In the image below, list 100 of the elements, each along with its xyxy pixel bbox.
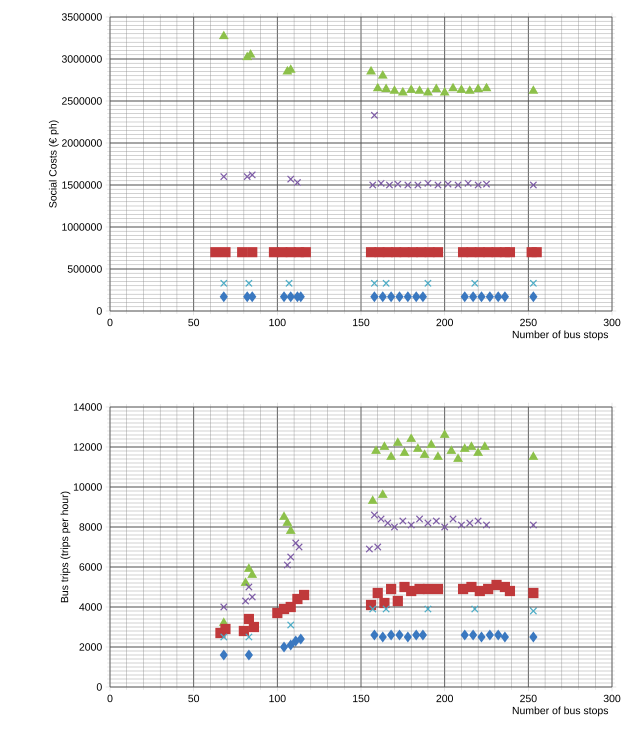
x-axis-title: Number of bus stops bbox=[512, 706, 608, 716]
point bbox=[528, 452, 538, 460]
y-tick-label: 1500000 bbox=[62, 181, 102, 189]
x-tick-label: 200 bbox=[436, 694, 453, 702]
point bbox=[420, 450, 430, 458]
point bbox=[286, 526, 296, 534]
point bbox=[528, 588, 538, 598]
point bbox=[248, 570, 257, 578]
point bbox=[286, 621, 294, 629]
point bbox=[220, 247, 231, 258]
point bbox=[396, 292, 404, 302]
point bbox=[382, 605, 390, 613]
point bbox=[474, 448, 483, 456]
point bbox=[378, 632, 387, 642]
point bbox=[372, 446, 381, 454]
point bbox=[210, 247, 221, 258]
y-tick-label: 0 bbox=[96, 307, 102, 315]
x-tick-label: 250 bbox=[520, 318, 537, 326]
x-axis-title: Number of bus stops bbox=[512, 330, 608, 340]
y-axis-title: Social Costs (€ ph) bbox=[48, 120, 59, 208]
point bbox=[460, 444, 470, 452]
point bbox=[440, 87, 450, 96]
point bbox=[404, 181, 412, 189]
point bbox=[500, 292, 509, 302]
point bbox=[454, 454, 463, 462]
point bbox=[444, 180, 452, 188]
point bbox=[220, 624, 231, 634]
y-tick-label: 10000 bbox=[74, 483, 102, 491]
point bbox=[532, 247, 542, 258]
point bbox=[292, 539, 300, 547]
point bbox=[387, 292, 396, 302]
point bbox=[424, 279, 432, 288]
point bbox=[440, 523, 448, 531]
point bbox=[286, 640, 295, 650]
point bbox=[378, 490, 388, 498]
point bbox=[423, 87, 432, 96]
point bbox=[529, 632, 538, 642]
point bbox=[412, 292, 420, 302]
point bbox=[469, 292, 478, 302]
y-tick-label: 1000000 bbox=[62, 223, 102, 231]
point bbox=[399, 517, 407, 525]
point bbox=[400, 448, 410, 456]
point bbox=[390, 86, 399, 94]
point bbox=[241, 578, 250, 586]
point bbox=[247, 247, 258, 258]
point bbox=[390, 523, 398, 531]
point bbox=[366, 66, 376, 74]
point bbox=[392, 596, 403, 606]
point bbox=[286, 553, 294, 561]
point bbox=[377, 515, 385, 523]
point bbox=[370, 292, 378, 302]
point bbox=[422, 584, 434, 594]
point bbox=[248, 622, 260, 632]
point bbox=[237, 247, 248, 258]
point bbox=[282, 518, 292, 526]
point bbox=[448, 83, 458, 92]
point bbox=[482, 83, 491, 92]
point bbox=[482, 521, 490, 529]
point bbox=[286, 292, 295, 302]
point bbox=[393, 438, 402, 446]
point bbox=[280, 292, 288, 302]
x-tick-label: 250 bbox=[520, 694, 537, 702]
point bbox=[244, 564, 254, 572]
x-tick-label: 0 bbox=[108, 694, 112, 702]
point bbox=[406, 84, 416, 93]
point bbox=[380, 442, 389, 450]
x-tick-label: 150 bbox=[353, 318, 370, 326]
point bbox=[406, 434, 416, 442]
point bbox=[466, 442, 476, 450]
point bbox=[379, 598, 390, 608]
y-tick-label: 4000 bbox=[79, 603, 102, 611]
point bbox=[486, 630, 494, 640]
x-tick-label: 300 bbox=[604, 318, 620, 326]
point bbox=[384, 519, 392, 527]
point bbox=[238, 626, 249, 636]
point bbox=[414, 181, 422, 189]
point bbox=[480, 442, 490, 450]
point bbox=[432, 247, 444, 258]
point bbox=[529, 292, 538, 302]
point bbox=[284, 561, 292, 569]
point bbox=[370, 511, 378, 519]
point bbox=[244, 650, 253, 660]
point bbox=[434, 181, 442, 189]
point bbox=[280, 642, 288, 652]
point bbox=[433, 452, 442, 460]
point bbox=[386, 452, 396, 460]
point bbox=[471, 279, 479, 288]
y-tick-label: 8000 bbox=[79, 523, 102, 531]
point bbox=[219, 31, 228, 40]
point bbox=[295, 543, 303, 551]
point bbox=[286, 602, 296, 612]
y-tick-label: 2500000 bbox=[62, 97, 102, 105]
point bbox=[220, 292, 228, 302]
point bbox=[294, 178, 302, 186]
point bbox=[220, 172, 228, 180]
point bbox=[449, 515, 457, 523]
point bbox=[242, 597, 250, 605]
point bbox=[456, 84, 466, 93]
point bbox=[471, 605, 479, 613]
point bbox=[248, 593, 256, 601]
